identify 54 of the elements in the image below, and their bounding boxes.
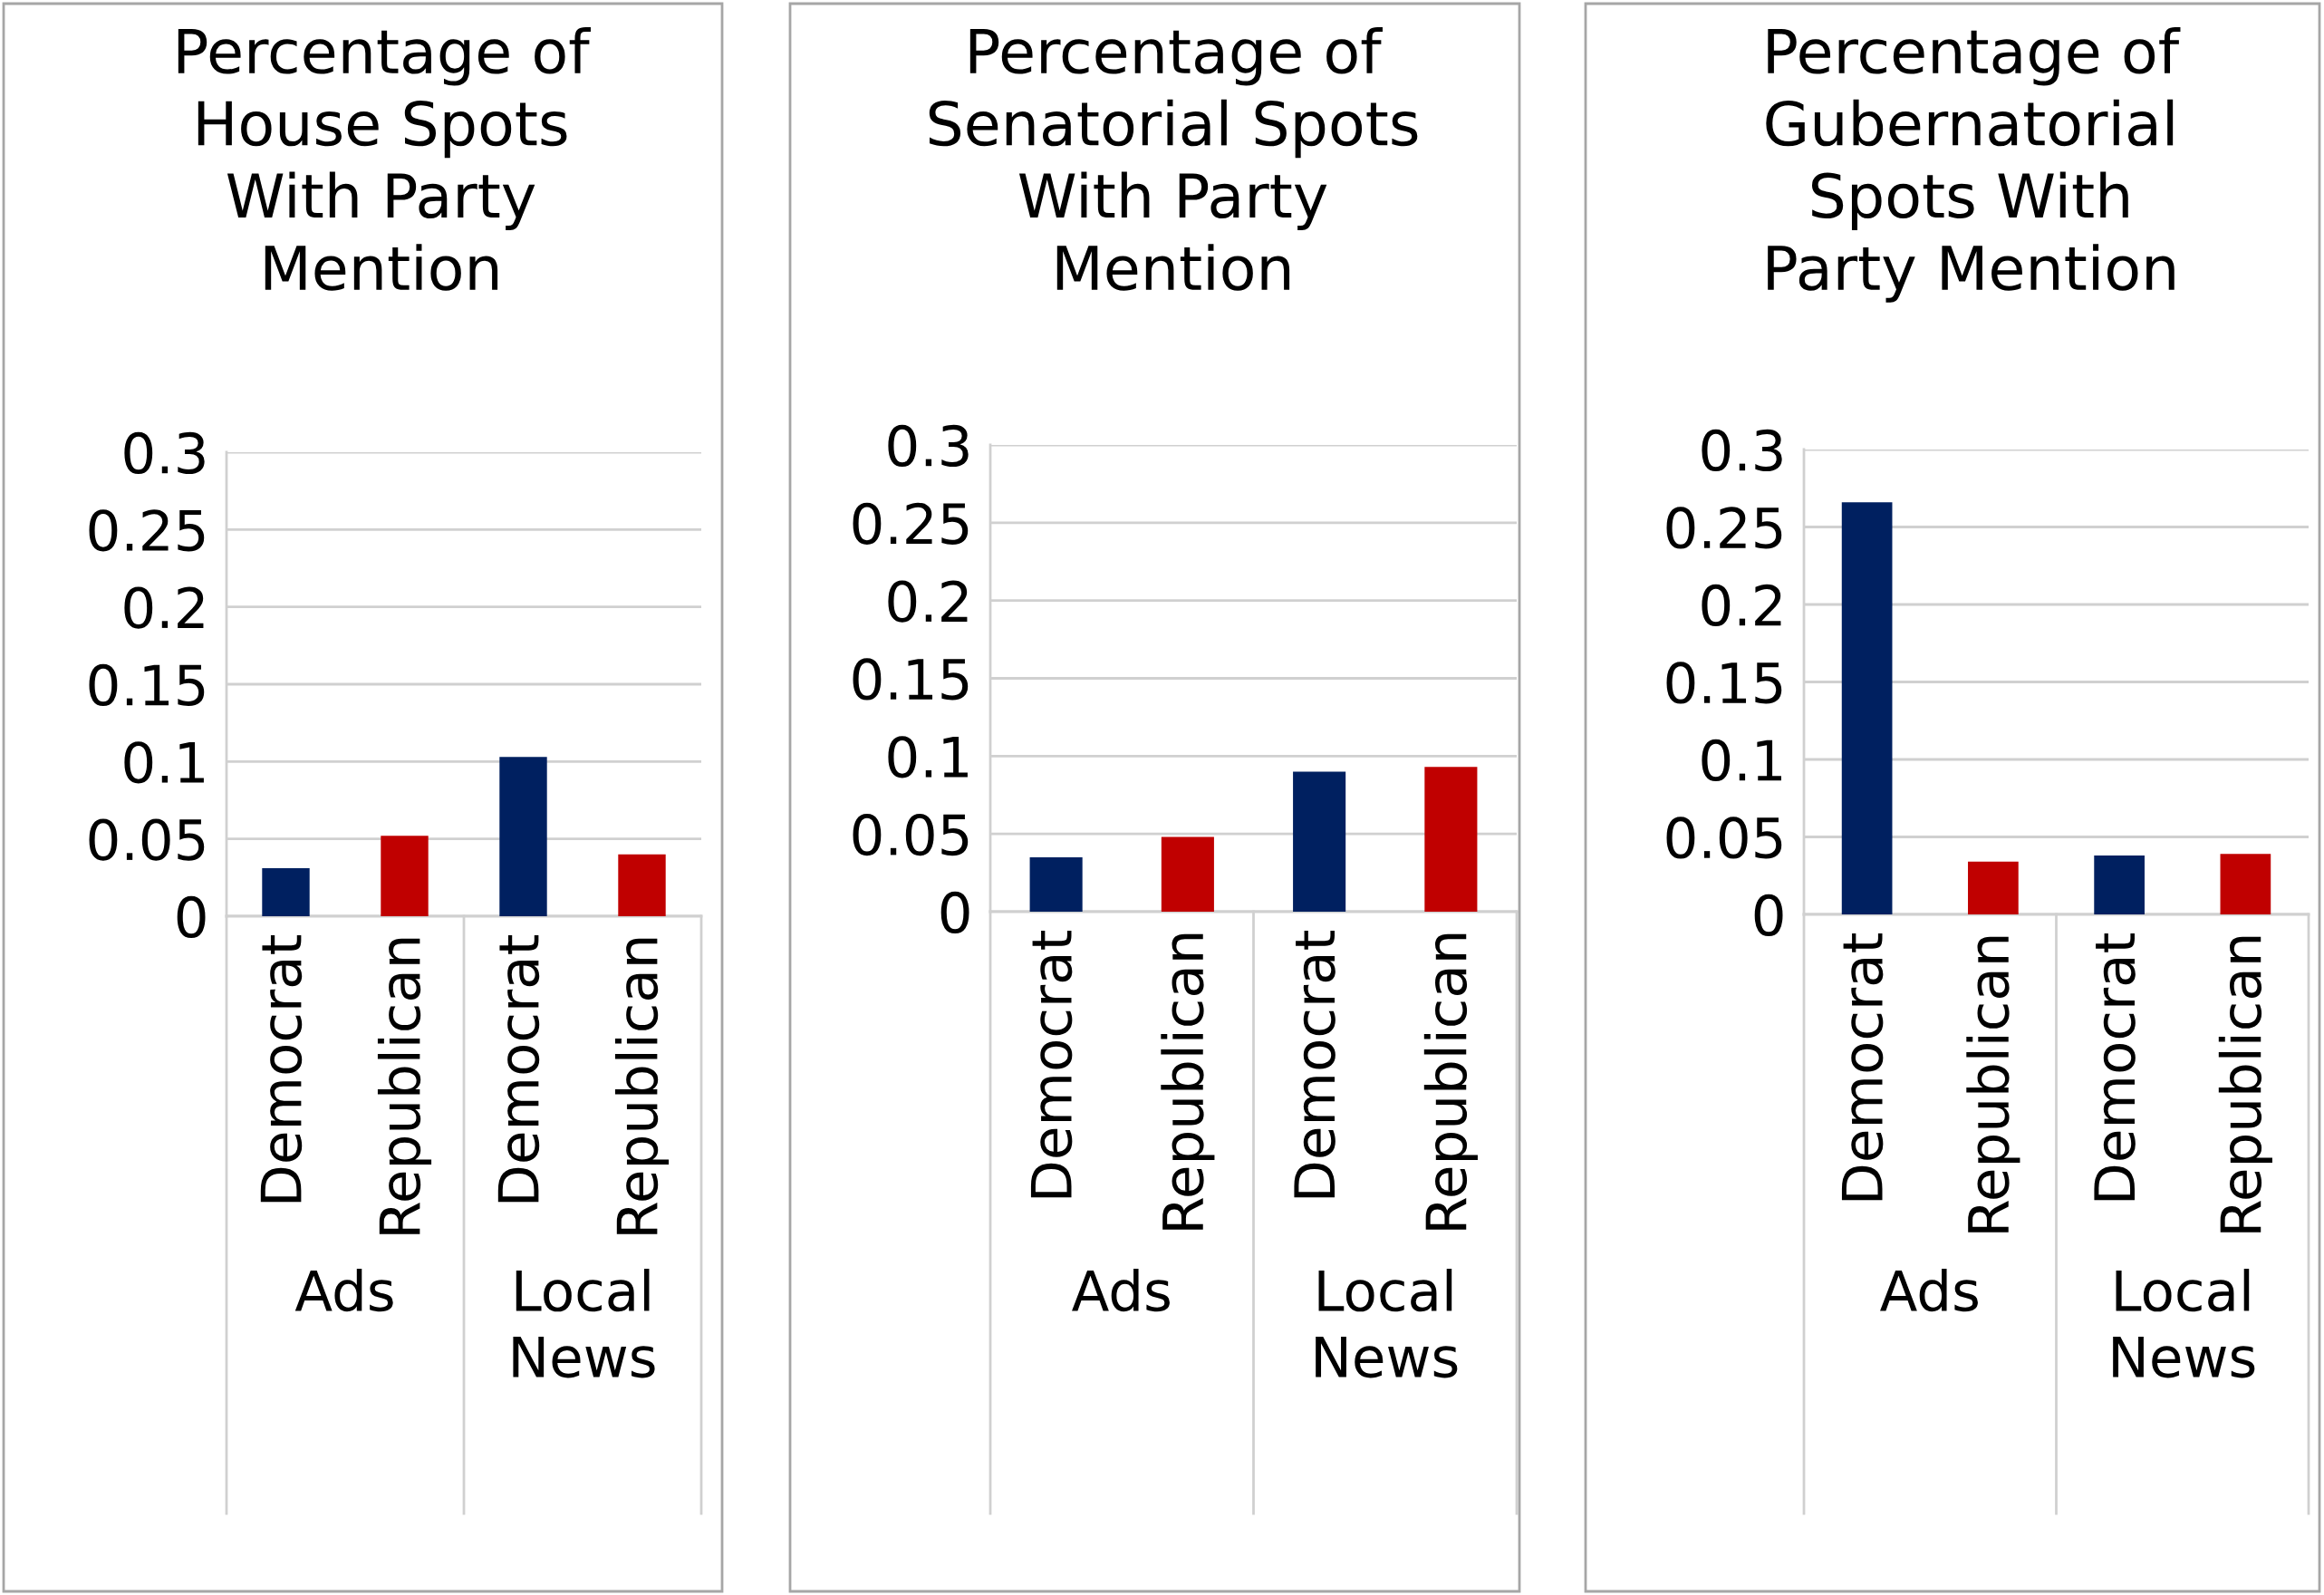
x-tick-label: Republican — [377, 938, 432, 1234]
x-tick-label: Democrat — [2094, 933, 2136, 1201]
text: Ads — [1072, 1269, 1170, 1312]
y-tick-label: 0.25 — [89, 509, 205, 552]
y-tick-label: 0.2 — [124, 586, 204, 629]
y-tick-label: 0.3 — [1702, 429, 1782, 472]
x-tick-label: Republican — [1423, 933, 1478, 1230]
x-tick-label: Democrat — [1294, 930, 1336, 1198]
bar — [2220, 854, 2271, 914]
bar — [1161, 836, 1214, 912]
bar — [1841, 502, 1893, 914]
y-tick-label: 0 — [940, 891, 969, 934]
y-tick-label: 0.25 — [1666, 507, 1782, 549]
x-tick-label: Republican — [1966, 936, 2020, 1232]
y-tick-label: 0.05 — [853, 814, 969, 856]
chart-title: Percentage of House Spots With Party Mention — [178, 27, 591, 291]
x-tick-label: Republican — [2218, 936, 2272, 1232]
bar — [1968, 861, 2019, 914]
y-tick-label: 0.2 — [1702, 584, 1781, 627]
y-tick-label: 0.05 — [89, 818, 205, 861]
text: Local News — [2113, 1269, 2255, 1378]
text: Ads — [294, 1269, 393, 1312]
y-tick-label: 0.25 — [853, 502, 969, 545]
bar — [499, 757, 547, 916]
y-tick-label: 0.1 — [888, 736, 968, 778]
chart-title: Percentage of Senatorial Spots With Party Mention — [929, 27, 1418, 291]
y-tick-label: 0.15 — [89, 663, 205, 707]
bar — [618, 854, 666, 916]
x-tick-label: Republican — [614, 938, 670, 1234]
x-tick-label: Democrat — [1030, 930, 1073, 1198]
y-tick-label: 0.1 — [124, 741, 204, 784]
y-tick-label: 0.15 — [853, 658, 969, 701]
y-tick-label: 0.2 — [888, 580, 968, 623]
bar — [262, 868, 310, 916]
x-tick-label: Democrat — [1841, 933, 1884, 1201]
bar — [381, 836, 429, 916]
y-tick-label: 0.05 — [1666, 817, 1782, 859]
bar — [1029, 856, 1083, 912]
bar — [2094, 856, 2145, 914]
y-tick-label: 0.3 — [124, 431, 205, 475]
x-tick-label: Republican — [1161, 933, 1215, 1230]
chart-title: Percentage of Gubernatorial Spots With Party Mention — [1766, 27, 2181, 303]
text: Local News — [1316, 1269, 1458, 1378]
y-tick-label: 0 — [177, 895, 206, 939]
x-tick-label: Democrat — [497, 934, 540, 1203]
text: Ads — [1880, 1269, 1978, 1312]
bar — [1424, 767, 1478, 912]
y-tick-label: 0.1 — [1702, 739, 1781, 782]
text: Local News — [513, 1269, 655, 1378]
y-tick-label: 0.15 — [1666, 662, 1782, 704]
bar — [1293, 771, 1346, 912]
y-tick-label: 0 — [1754, 894, 1783, 937]
y-tick-label: 0.3 — [888, 424, 969, 468]
x-tick-label: Democrat — [260, 934, 303, 1203]
